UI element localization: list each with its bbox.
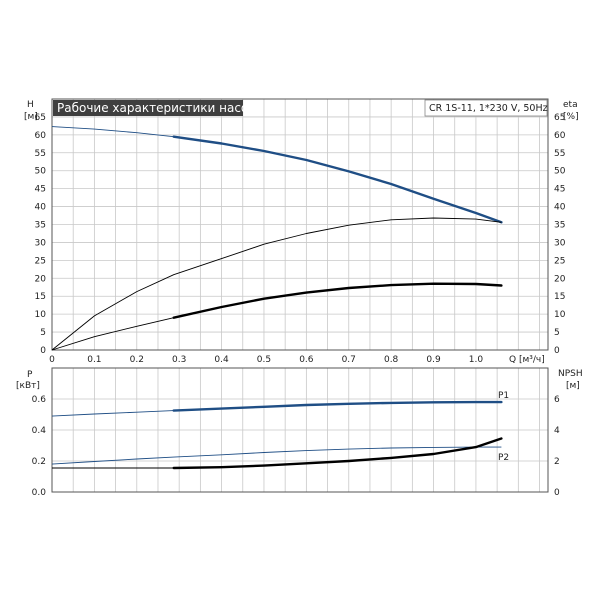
y-right-tick-label: 0 — [554, 488, 560, 498]
x-tick-label: 0 — [49, 355, 55, 365]
upper-left-axis-name: H — [27, 100, 34, 110]
x-tick-label: 0.5 — [257, 355, 271, 365]
y-right-tick-label: 2 — [554, 457, 560, 467]
p1-series-label: P1 — [498, 391, 509, 401]
y-tick-label: 30 — [35, 238, 47, 248]
y-tick-label: 10 — [35, 310, 47, 320]
series-line-thin — [51, 126, 174, 138]
y-right-tick-label: 45 — [554, 185, 565, 195]
y-right-tick-label: 25 — [554, 256, 565, 266]
upper-chart: 0 5 10 15 20 25 30 35 40 45 50 55 60 65 0 5 10 15 20 25 30 3… — [24, 98, 579, 365]
y-right-tick-label: 15 — [554, 292, 565, 302]
chart-title: Рабочие характеристики насоса — [57, 101, 262, 115]
model-box — [424, 99, 548, 117]
lower-chart: 0.0 0.2 0.4 0.6 0 2 4 6 P [кВт] NPSH [м] P1 P2 — [16, 367, 583, 498]
lower-chart-frame — [51, 367, 549, 493]
y-right-tick-label: 35 — [554, 221, 565, 231]
x-tick-label: 0.3 — [172, 355, 186, 365]
series-line-operating — [172, 400, 503, 412]
y-tick-label: 20 — [35, 274, 47, 284]
y-right-tick-label: 30 — [554, 238, 566, 248]
x-tick-label: 0.2 — [130, 355, 144, 365]
lower-y-right-tick-labels: 0 2 4 6 — [554, 395, 560, 498]
y-tick-label: 5 — [40, 328, 46, 338]
y-right-tick-label: 50 — [554, 167, 566, 177]
x-tick-label: 0.4 — [214, 355, 229, 365]
model-label: CR 1S-11, 1*230 V, 50Hz — [429, 103, 548, 114]
upper-x-axis-label: Q [м³/ч] — [509, 355, 545, 365]
y-tick-label: 50 — [35, 167, 47, 177]
lower-left-axis-name: P — [27, 370, 33, 380]
series-line-thin — [51, 410, 174, 417]
y-tick-label: 0.4 — [32, 426, 47, 436]
y-tick-label: 55 — [35, 149, 46, 159]
upper-right-axis-name: eta — [563, 100, 578, 110]
upper-y-tick-labels: 0 5 10 15 20 25 30 35 40 45 50 55 60 65 — [35, 113, 47, 356]
y-tick-label: 0.2 — [32, 457, 46, 467]
y-tick-label: 35 — [35, 221, 46, 231]
y-right-tick-label: 60 — [554, 131, 566, 141]
lower-left-axis-unit: [кВт] — [16, 381, 40, 391]
upper-left-axis-unit: [м] — [24, 112, 38, 122]
lower-right-axis-unit: [м] — [566, 381, 580, 391]
series-line-operating — [172, 135, 503, 224]
x-tick-label: 1.0 — [469, 355, 484, 365]
upper-x-tick-labels: 0 0.1 0.2 0.3 0.4 0.5 0.6 0.7 0.8 0.9 1.0 — [49, 355, 483, 365]
y-tick-label: 65 — [35, 113, 46, 123]
upper-chart-frame — [51, 98, 549, 351]
p2-series-label: P2 — [498, 453, 509, 463]
y-tick-label: 60 — [35, 131, 47, 141]
series-line-thin — [51, 446, 502, 465]
series-line-thin — [51, 317, 174, 351]
lower-series — [51, 400, 503, 470]
y-tick-label: 0 — [40, 346, 46, 356]
y-tick-label: 25 — [35, 256, 46, 266]
upper-series — [51, 126, 503, 351]
y-tick-label: 40 — [35, 203, 47, 213]
upper-right-axis-unit: [%] — [563, 112, 579, 122]
title-background — [53, 100, 243, 116]
y-tick-label: 45 — [35, 185, 46, 195]
y-right-tick-label: 65 — [554, 113, 565, 123]
y-tick-label: 0.0 — [32, 488, 47, 498]
x-tick-label: 0.7 — [342, 355, 356, 365]
series-line-operating — [172, 282, 503, 319]
x-tick-label: 0.6 — [299, 355, 314, 365]
y-tick-label: 15 — [35, 292, 46, 302]
y-right-tick-label: 40 — [554, 203, 566, 213]
lower-right-axis-name: NPSH — [558, 369, 583, 379]
lower-grid — [52, 368, 548, 492]
lower-y-tick-labels: 0.0 0.2 0.4 0.6 — [32, 395, 47, 498]
y-right-tick-label: 10 — [554, 310, 566, 320]
x-tick-label: 0.9 — [426, 355, 441, 365]
x-tick-label: 0.1 — [87, 355, 101, 365]
y-right-tick-label: 55 — [554, 149, 565, 159]
y-right-tick-label: 6 — [554, 395, 560, 405]
x-tick-label: 0.8 — [384, 355, 399, 365]
y-right-tick-label: 5 — [554, 328, 560, 338]
y-right-tick-label: 4 — [554, 426, 560, 436]
y-right-tick-label: 20 — [554, 274, 566, 284]
y-right-tick-label: 0 — [554, 346, 560, 356]
series-line-operating — [172, 437, 503, 470]
upper-grid — [52, 99, 548, 350]
series-line-thin — [51, 217, 502, 351]
upper-y-right-tick-labels: 0 5 10 15 20 25 30 35 40 45 50 55 60 65 — [554, 113, 566, 356]
y-tick-label: 0.6 — [32, 395, 47, 405]
